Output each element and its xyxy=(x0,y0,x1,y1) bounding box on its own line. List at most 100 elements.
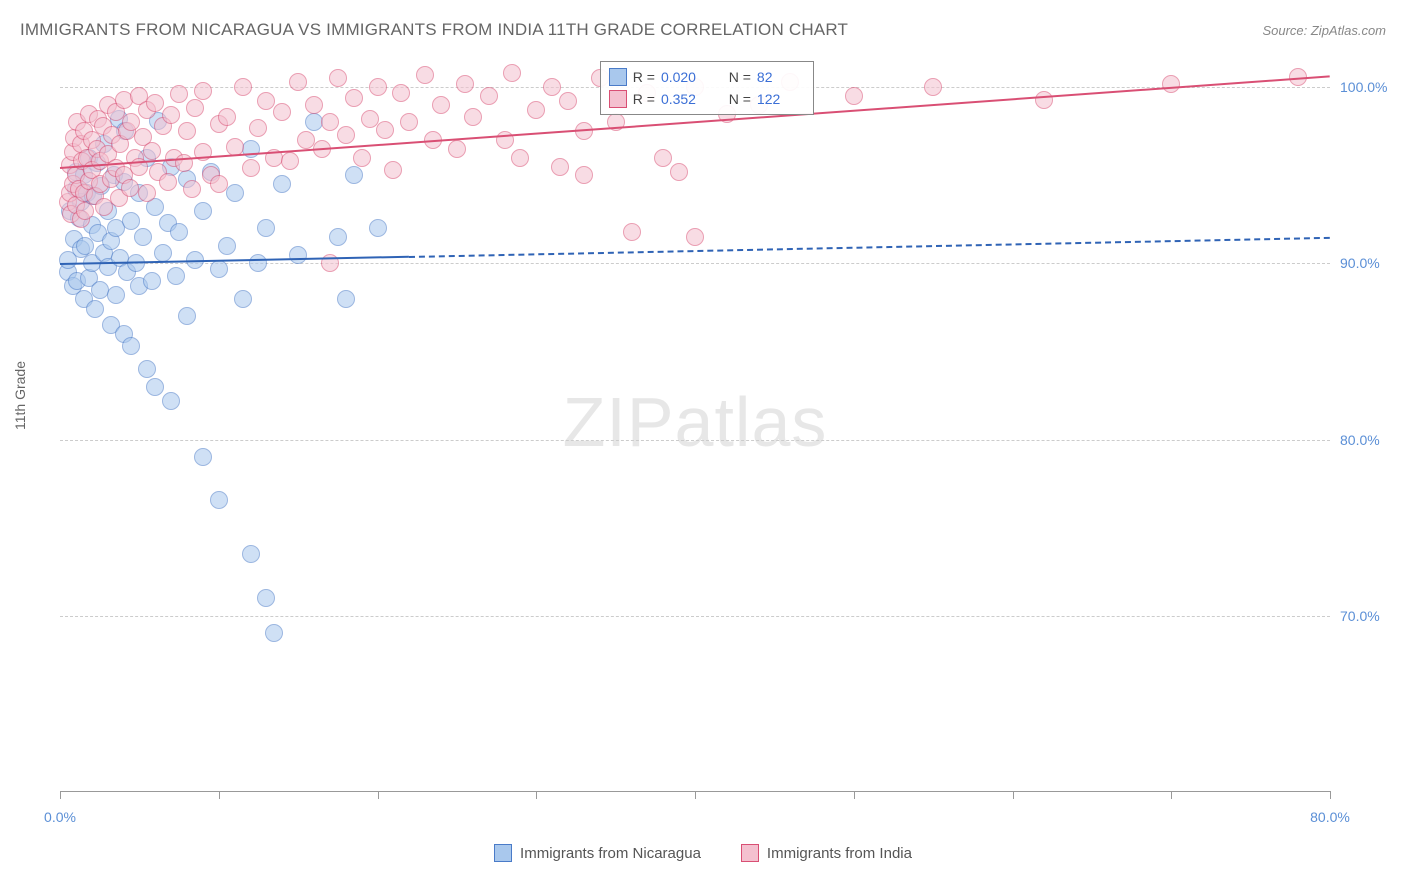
scatter-point xyxy=(1035,91,1053,109)
scatter-point xyxy=(218,108,236,126)
scatter-point xyxy=(122,337,140,355)
legend-label: Immigrants from Nicaragua xyxy=(520,845,701,862)
scatter-point xyxy=(265,624,283,642)
scatter-point xyxy=(384,161,402,179)
scatter-point xyxy=(511,149,529,167)
legend-label: Immigrants from India xyxy=(767,845,912,862)
scatter-point xyxy=(329,228,347,246)
x-tick xyxy=(854,791,855,799)
scatter-point xyxy=(924,78,942,96)
scatter-point xyxy=(183,180,201,198)
source-label: Source: ZipAtlas.com xyxy=(1262,23,1386,38)
plot-area: ZIPatlas 70.0%80.0%90.0%100.0%0.0%80.0%R… xyxy=(60,52,1330,792)
x-tick xyxy=(536,791,537,799)
scatter-point xyxy=(345,89,363,107)
legend-r-value: 0.352 xyxy=(661,91,709,107)
scatter-point xyxy=(194,202,212,220)
scatter-point xyxy=(551,158,569,176)
scatter-point xyxy=(86,300,104,318)
scatter-point xyxy=(686,228,704,246)
scatter-point xyxy=(273,103,291,121)
legend-row: R =0.020 N =82 xyxy=(609,66,805,88)
scatter-point xyxy=(527,101,545,119)
correlation-legend: R =0.020 N =82R =0.352 N =122 xyxy=(600,61,814,115)
scatter-point xyxy=(154,244,172,262)
scatter-point xyxy=(448,140,466,158)
trend-line xyxy=(409,237,1330,258)
scatter-point xyxy=(345,166,363,184)
scatter-point xyxy=(257,219,275,237)
legend-swatch xyxy=(494,844,512,862)
x-tick xyxy=(695,791,696,799)
legend-r-value: 0.020 xyxy=(661,69,709,85)
legend-swatch xyxy=(741,844,759,862)
scatter-point xyxy=(654,149,672,167)
scatter-point xyxy=(400,113,418,131)
scatter-point xyxy=(416,66,434,84)
scatter-point xyxy=(432,96,450,114)
legend-n-label: N = xyxy=(729,69,751,85)
legend-swatch xyxy=(609,90,627,108)
title-bar: IMMIGRANTS FROM NICARAGUA VS IMMIGRANTS … xyxy=(20,20,1386,40)
scatter-point xyxy=(234,290,252,308)
scatter-point xyxy=(178,122,196,140)
x-tick xyxy=(1330,791,1331,799)
scatter-point xyxy=(1162,75,1180,93)
y-tick-label: 100.0% xyxy=(1340,79,1400,95)
scatter-point xyxy=(138,184,156,202)
scatter-point xyxy=(249,119,267,137)
scatter-point xyxy=(162,106,180,124)
y-tick-label: 80.0% xyxy=(1340,432,1400,448)
chart-title: IMMIGRANTS FROM NICARAGUA VS IMMIGRANTS … xyxy=(20,20,848,40)
legend-row: R =0.352 N =122 xyxy=(609,88,805,110)
y-axis-label: 11th Grade xyxy=(12,361,28,430)
scatter-point xyxy=(121,179,139,197)
legend-swatch xyxy=(609,68,627,86)
x-tick-label: 80.0% xyxy=(1310,809,1350,825)
bottom-legend-item: Immigrants from India xyxy=(741,844,912,862)
legend-r-label: R = xyxy=(633,91,655,107)
scatter-point xyxy=(456,75,474,93)
scatter-point xyxy=(273,175,291,193)
scatter-point xyxy=(369,219,387,237)
scatter-point xyxy=(242,545,260,563)
scatter-point xyxy=(242,159,260,177)
scatter-point xyxy=(503,64,521,82)
scatter-point xyxy=(670,163,688,181)
scatter-point xyxy=(559,92,577,110)
x-tick xyxy=(378,791,379,799)
grid-line xyxy=(60,616,1330,617)
scatter-point xyxy=(249,254,267,272)
scatter-point xyxy=(178,307,196,325)
bottom-legend-item: Immigrants from Nicaragua xyxy=(494,844,701,862)
scatter-point xyxy=(107,286,125,304)
scatter-point xyxy=(369,78,387,96)
scatter-point xyxy=(623,223,641,241)
scatter-point xyxy=(337,126,355,144)
x-tick xyxy=(60,791,61,799)
scatter-point xyxy=(289,246,307,264)
scatter-point xyxy=(122,212,140,230)
scatter-point xyxy=(353,149,371,167)
watermark: ZIPatlas xyxy=(563,382,828,462)
scatter-point xyxy=(210,175,228,193)
scatter-point xyxy=(194,448,212,466)
scatter-point xyxy=(194,82,212,100)
scatter-point xyxy=(305,96,323,114)
x-tick xyxy=(1013,791,1014,799)
scatter-point xyxy=(376,121,394,139)
legend-n-label: N = xyxy=(729,91,751,107)
scatter-point xyxy=(845,87,863,105)
scatter-point xyxy=(162,392,180,410)
scatter-point xyxy=(337,290,355,308)
scatter-point xyxy=(543,78,561,96)
scatter-point xyxy=(143,272,161,290)
bottom-legend: Immigrants from Nicaragua Immigrants from… xyxy=(0,844,1406,862)
scatter-point xyxy=(321,113,339,131)
scatter-point xyxy=(392,84,410,102)
x-tick xyxy=(219,791,220,799)
scatter-point xyxy=(281,152,299,170)
x-tick xyxy=(1171,791,1172,799)
scatter-point xyxy=(159,173,177,191)
scatter-point xyxy=(218,237,236,255)
